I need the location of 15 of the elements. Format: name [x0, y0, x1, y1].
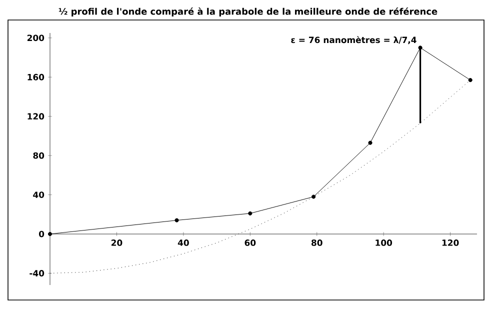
x-tick-label: 20 [112, 240, 122, 246]
y-tick-label: 80 [33, 152, 44, 159]
annotation: ε = 76 nanomètres = λ/7,4 [291, 36, 416, 44]
x-tick-label: 80 [312, 240, 322, 246]
x-tick-label: 60 [244, 240, 256, 246]
x-tick-label: 40 [178, 240, 189, 246]
y-tick-label: 120 [28, 113, 44, 120]
x-tick-label: 100 [376, 240, 392, 246]
y-tick-label: 0 [39, 230, 44, 238]
y-tick-label: 40 [33, 192, 44, 198]
y-tick-label: 160 [28, 74, 44, 80]
x-tick-label: 120 [442, 240, 459, 246]
y-tick-label: 200 [27, 34, 44, 42]
y-tick-label: -40 [30, 270, 44, 276]
chart-title: ½ profil de l'onde comparé à la parabole de la meilleure onde de référence [58, 8, 438, 17]
